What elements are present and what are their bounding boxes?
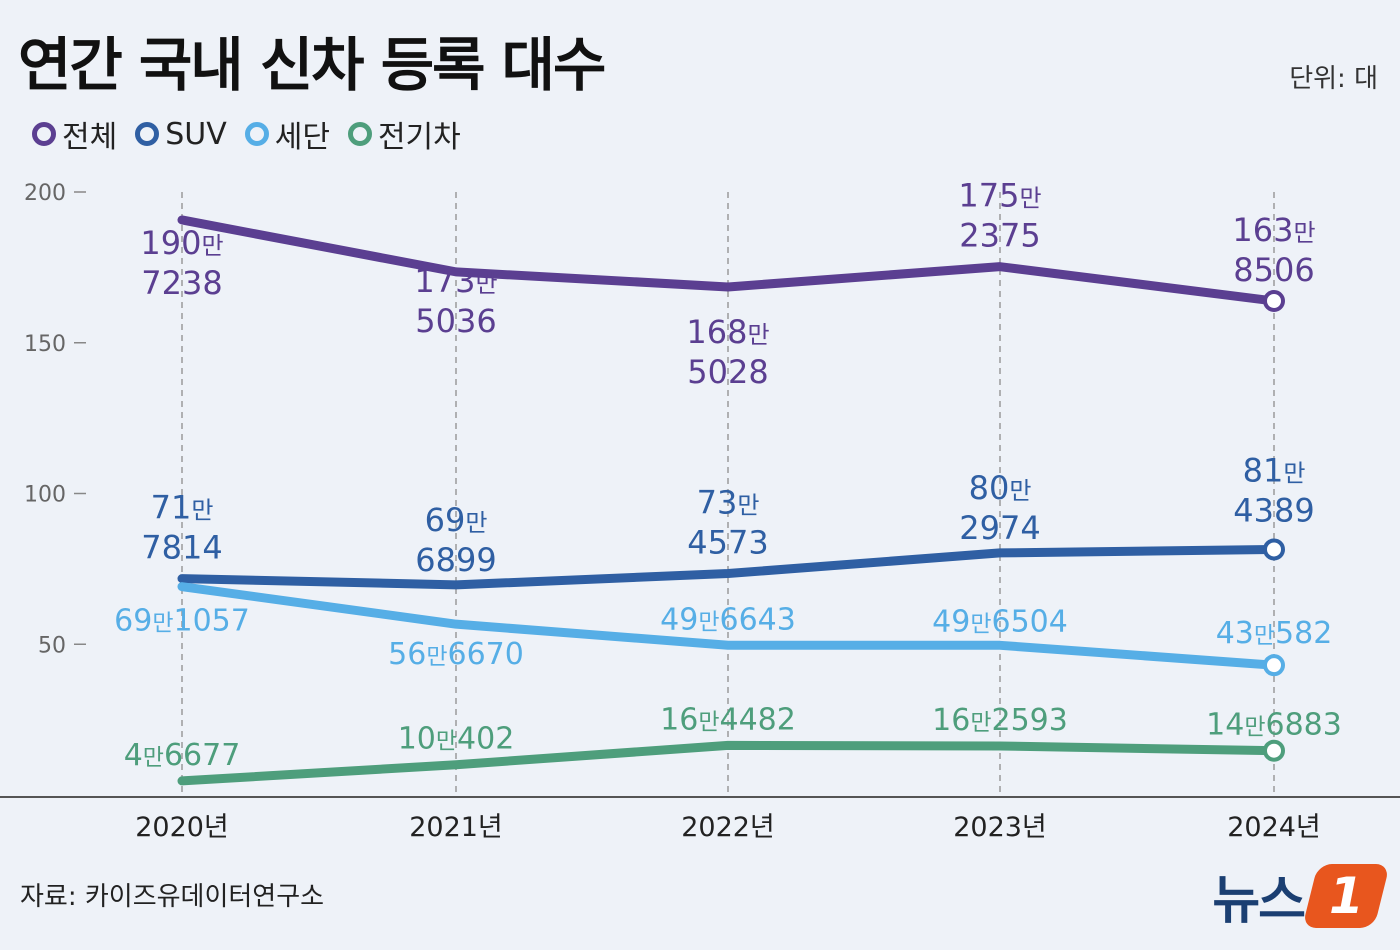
data-label: 10만402 xyxy=(398,722,515,757)
x-tick-label: 2023년 xyxy=(953,812,1047,843)
y-tick-label: 200 xyxy=(24,181,66,206)
logo-text: 뉴스 xyxy=(1212,871,1306,931)
data-label: 14만6883 xyxy=(1206,708,1342,743)
data-label: 2375 xyxy=(959,217,1040,255)
data-label: 69만 xyxy=(425,501,488,539)
data-label: 80만 xyxy=(969,469,1032,507)
x-tick-label: 2021년 xyxy=(409,812,503,843)
series-line-3 xyxy=(177,740,1279,786)
data-label: 49만6504 xyxy=(932,604,1068,639)
data-label: 2974 xyxy=(959,509,1040,547)
x-tick-label: 2022년 xyxy=(681,812,775,843)
series-end-marker-0 xyxy=(1263,289,1285,312)
legend-item-sedan: 세단 xyxy=(244,112,330,156)
data-label: 81만 xyxy=(1243,451,1306,489)
legend-marker-total-icon xyxy=(32,122,56,146)
data-label: 175만 xyxy=(958,177,1041,215)
legend-marker-sedan-icon xyxy=(244,122,269,146)
data-label: 73만 xyxy=(697,484,760,522)
legend-item-suv: SUV xyxy=(135,117,227,152)
source-note: 자료: 카이즈유데이터연구소 xyxy=(20,882,325,912)
series-line-1 xyxy=(177,544,1279,590)
data-label: 6899 xyxy=(415,541,496,579)
legend-label-sedan: 세단 xyxy=(274,120,330,155)
data-label: 173만 xyxy=(414,262,497,300)
series-end-marker-1 xyxy=(1263,538,1285,561)
data-label: 4만6677 xyxy=(124,738,241,773)
chart-title: 연간 국내 신차 등록 대수 xyxy=(18,31,606,99)
legend-item-ev: 전기차 xyxy=(347,112,461,156)
legend: 전체 SUV 세단 전기차 xyxy=(32,112,461,156)
data-label: 4389 xyxy=(1233,491,1314,529)
data-label: 7238 xyxy=(141,264,222,302)
x-tick-label: 2024년 xyxy=(1227,812,1321,843)
data-label: 5028 xyxy=(687,353,768,391)
logo-badge-text: 1 xyxy=(1328,866,1364,925)
data-label: 8506 xyxy=(1233,251,1314,289)
data-label: 7814 xyxy=(141,529,222,567)
data-label: 190만 xyxy=(140,224,223,262)
legend-label-suv: SUV xyxy=(165,116,227,152)
data-label: 16만2593 xyxy=(932,703,1068,738)
y-tick-label: 100 xyxy=(24,483,66,508)
data-label: 69만1057 xyxy=(114,604,250,639)
legend-marker-ev-icon xyxy=(347,122,372,146)
data-label: 4573 xyxy=(687,524,768,562)
legend-label-total: 전체 xyxy=(62,120,118,155)
data-label: 71만 xyxy=(151,489,214,527)
series-end-marker-2 xyxy=(1263,654,1285,677)
series-line-0 xyxy=(177,215,1279,306)
logo-badge-icon: 1 xyxy=(1302,863,1390,928)
y-tick-label: 50 xyxy=(38,633,66,658)
legend-label-ev: 전기차 xyxy=(377,120,461,155)
news1-logo: 뉴스 1 xyxy=(1212,858,1390,933)
data-label: 16만4482 xyxy=(660,702,796,737)
series-line-2 xyxy=(177,582,1279,670)
series-end-marker-3 xyxy=(1263,739,1285,762)
data-label: 163만 xyxy=(1232,211,1315,249)
data-label: 5036 xyxy=(415,302,496,340)
legend-item-total: 전체 xyxy=(32,112,117,156)
data-label: 43만582 xyxy=(1216,616,1333,651)
y-tick-label: 150 xyxy=(24,332,66,357)
data-label: 56만6670 xyxy=(388,637,524,672)
unit-label: 단위: 대 xyxy=(1289,64,1378,94)
legend-marker-suv-icon xyxy=(135,122,160,146)
data-label: 49만6643 xyxy=(660,602,796,637)
x-tick-label: 2020년 xyxy=(135,812,229,843)
data-label: 168만 xyxy=(686,313,769,351)
